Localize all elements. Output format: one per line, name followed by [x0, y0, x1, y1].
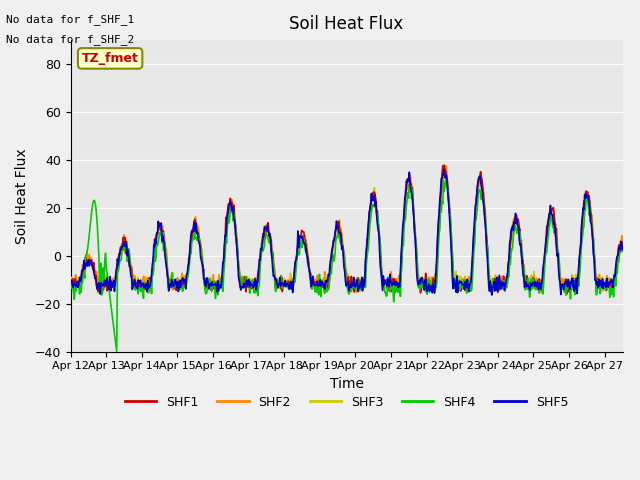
Y-axis label: Soil Heat Flux: Soil Heat Flux [15, 148, 29, 244]
SHF3 [477, 181, 485, 187]
SHF2 [464, 280, 472, 286]
SHF3 [94, 290, 102, 296]
SHF3 [441, 169, 449, 175]
SHF5 [69, 285, 77, 290]
SHF1 [69, 276, 77, 282]
Text: No data for f_SHF_2: No data for f_SHF_2 [6, 34, 134, 45]
Line: SHF5: SHF5 [70, 169, 623, 295]
SHF5 [488, 292, 495, 298]
Legend: SHF1, SHF2, SHF3, SHF4, SHF5: SHF1, SHF2, SHF3, SHF4, SHF5 [120, 391, 573, 414]
SHF1 [144, 282, 152, 288]
Line: SHF3: SHF3 [70, 172, 623, 293]
SHF4 [619, 247, 627, 253]
Line: SHF4: SHF4 [70, 180, 623, 351]
SHF2 [619, 240, 627, 246]
SHF4 [67, 284, 74, 289]
SHF2 [145, 290, 153, 296]
SHF4 [324, 286, 332, 292]
SHF5 [323, 279, 331, 285]
X-axis label: Time: Time [330, 377, 364, 391]
SHF1 [302, 244, 310, 250]
SHF1 [67, 280, 74, 286]
SHF2 [324, 275, 332, 280]
SHF3 [303, 241, 310, 247]
SHF4 [303, 252, 310, 258]
Text: No data for f_SHF_1: No data for f_SHF_1 [6, 14, 134, 25]
SHF1 [477, 169, 484, 175]
SHF4 [113, 348, 120, 354]
SHF3 [464, 283, 472, 288]
SHF5 [463, 276, 471, 282]
SHF3 [324, 277, 332, 283]
SHF4 [443, 177, 451, 182]
SHF3 [69, 285, 77, 291]
SHF3 [619, 244, 627, 250]
Line: SHF2: SHF2 [70, 166, 623, 293]
SHF2 [144, 282, 152, 288]
Title: Soil Heat Flux: Soil Heat Flux [289, 15, 404, 33]
SHF1 [619, 240, 627, 245]
SHF4 [69, 285, 77, 291]
SHF5 [67, 279, 74, 285]
SHF1 [440, 162, 448, 168]
SHF4 [145, 277, 152, 283]
Line: SHF1: SHF1 [70, 165, 623, 294]
SHF2 [442, 163, 449, 168]
SHF3 [145, 279, 152, 285]
SHF2 [69, 281, 77, 287]
SHF2 [67, 278, 74, 284]
SHF1 [563, 291, 571, 297]
Text: TZ_fmet: TZ_fmet [82, 52, 139, 65]
SHF2 [477, 175, 485, 181]
SHF2 [303, 241, 310, 247]
SHF3 [67, 282, 74, 288]
SHF5 [440, 167, 448, 172]
SHF5 [144, 278, 152, 284]
SHF5 [477, 178, 484, 184]
SHF1 [463, 284, 471, 290]
SHF4 [464, 283, 472, 288]
SHF1 [323, 281, 331, 287]
SHF4 [477, 197, 485, 203]
SHF5 [619, 247, 627, 252]
SHF5 [302, 249, 310, 254]
